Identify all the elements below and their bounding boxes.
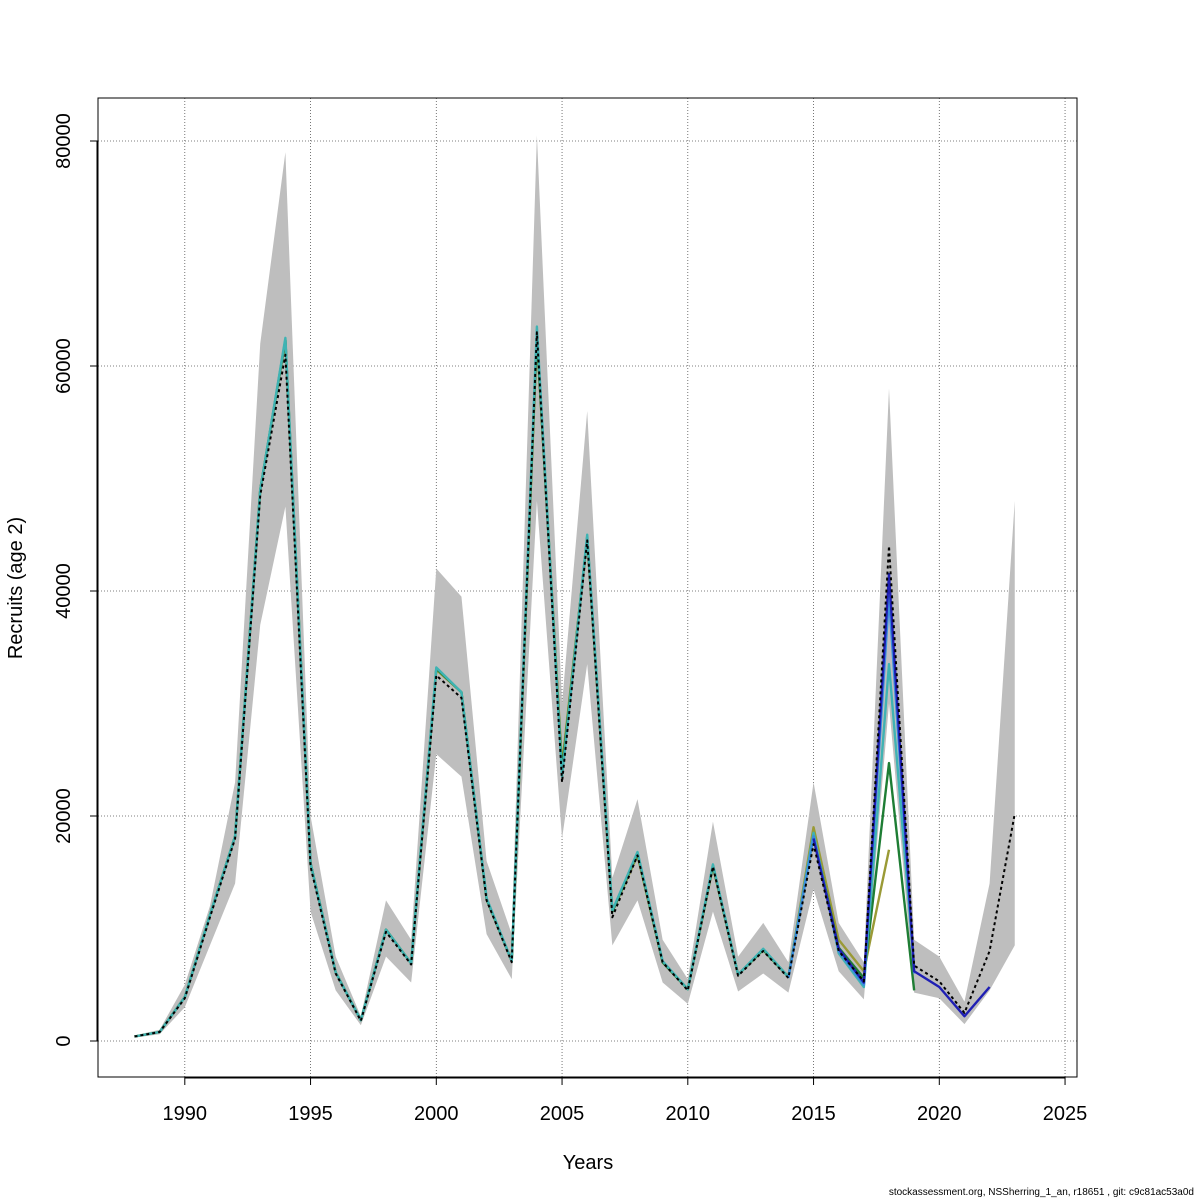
x-tick-label: 2025: [1043, 1103, 1088, 1125]
x-axis-label: Years: [563, 1152, 613, 1174]
footer-credit: stockassessment.org, NSSherring_1_an, r1…: [888, 1187, 1194, 1198]
x-tick-label: 2005: [540, 1103, 585, 1125]
x-tick-label: 1990: [163, 1103, 208, 1125]
x-tick-label: 2010: [666, 1103, 711, 1125]
x-tick-label: 2000: [414, 1103, 459, 1125]
series-line: [134, 331, 1016, 1038]
x-tick-label: 2015: [791, 1103, 836, 1125]
series-line: [787, 595, 916, 986]
y-tick-label: 60000: [53, 338, 75, 394]
y-axis-label: Recruits (age 2): [5, 517, 27, 659]
y-tick-label: 40000: [53, 563, 75, 619]
plot-frame: [97, 97, 1078, 1078]
y-tick-label: 20000: [53, 788, 75, 844]
series-lines: [134, 325, 1016, 1038]
confidence-band: [134, 135, 1015, 1038]
x-tick-label: 2020: [917, 1103, 962, 1125]
x-tick-label: 1995: [288, 1103, 333, 1125]
axes: 1990 1995 2000 2005 2010 2015 2020 2025 0 20000 40…: [53, 113, 1087, 1125]
y-tick-label: 80000: [53, 113, 75, 169]
y-tick-label: 0: [53, 1035, 75, 1046]
series-line: [812, 572, 991, 1018]
confidence-band-area: [134, 135, 1015, 1038]
